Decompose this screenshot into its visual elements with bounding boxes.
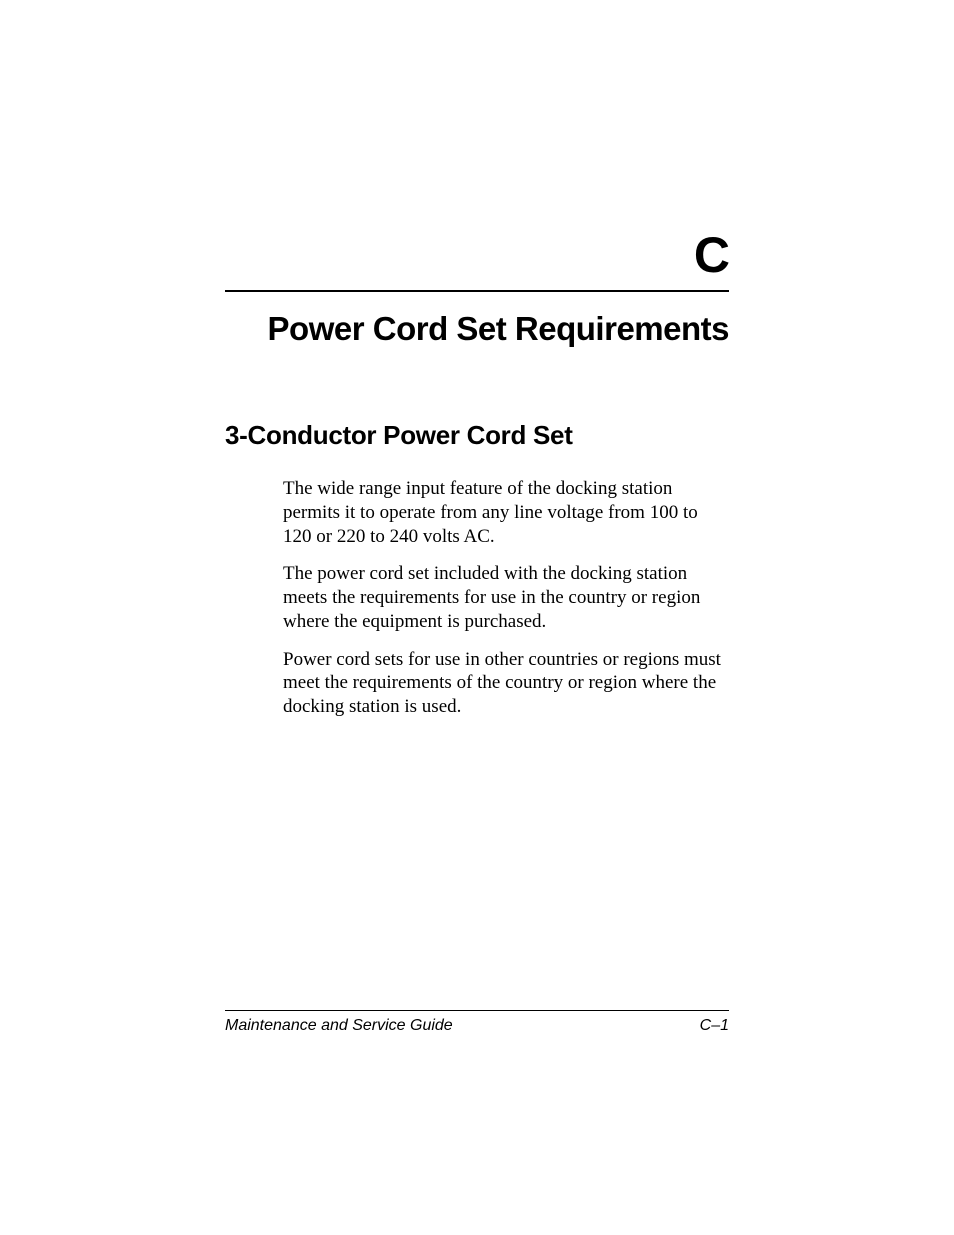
body-paragraph: Power cord sets for use in other countri… (283, 648, 729, 719)
page: C Power Cord Set Requirements 3-Conducto… (0, 0, 954, 1235)
footer-divider (225, 1010, 729, 1011)
section-title: 3-Conductor Power Cord Set (225, 420, 729, 451)
page-footer: Maintenance and Service Guide C–1 (225, 1010, 729, 1035)
chapter-title: Power Cord Set Requirements (225, 310, 729, 348)
footer-left-text: Maintenance and Service Guide (225, 1017, 453, 1035)
body-paragraph: The wide range input feature of the dock… (283, 477, 729, 548)
body-text-block: The wide range input feature of the dock… (283, 477, 729, 719)
footer-page-number: C–1 (700, 1017, 729, 1035)
title-divider (225, 290, 729, 292)
appendix-letter: C (225, 230, 729, 280)
body-paragraph: The power cord set included with the doc… (283, 562, 729, 633)
footer-row: Maintenance and Service Guide C–1 (225, 1017, 729, 1035)
